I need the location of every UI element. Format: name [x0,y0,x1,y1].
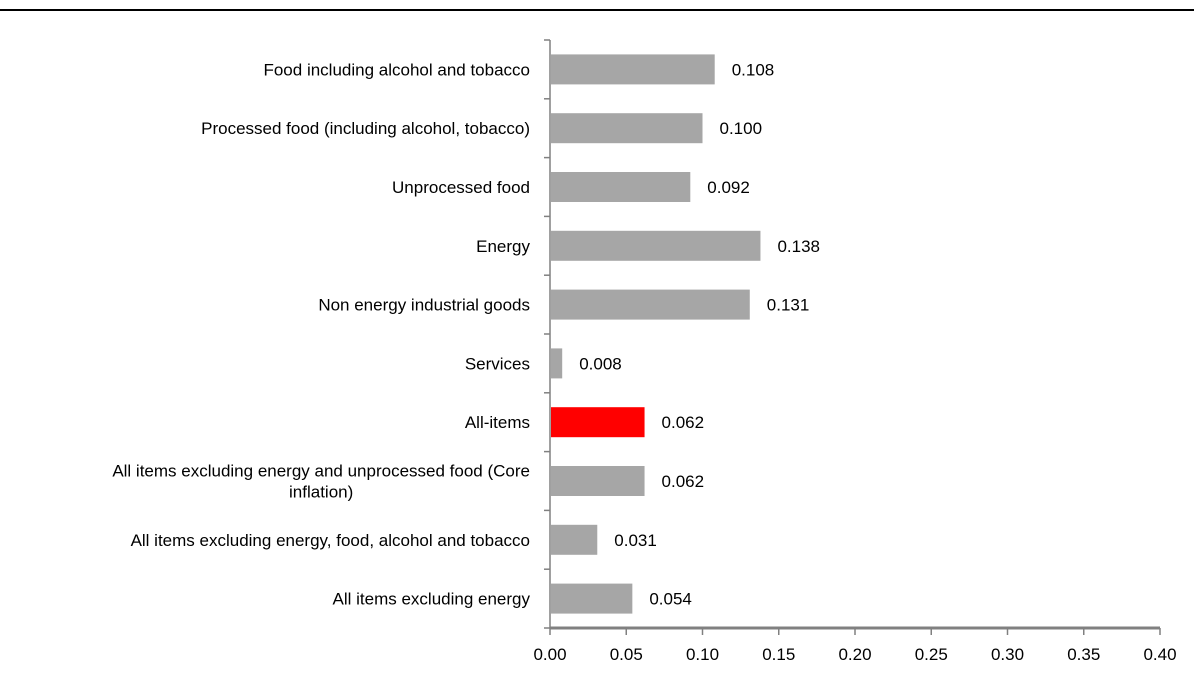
category-label: Unprocessed food [392,178,530,197]
x-tick-label: 0.15 [762,645,795,664]
bar [551,524,598,555]
x-tick-label: 0.10 [686,645,719,664]
category-label-line: All items excluding energy and unprocess… [112,462,530,481]
bar-highlight [551,407,645,438]
bar-value-label: 0.054 [649,590,692,609]
category-label: All items excluding energy and unprocess… [112,462,530,502]
bar [551,466,645,496]
bar-value-label: 0.008 [579,354,622,373]
x-tick-label: 0.35 [1067,645,1100,664]
x-tick-label: 0.30 [991,645,1024,664]
bar [551,113,703,144]
bar-value-label: 0.108 [732,60,775,79]
bar [551,172,691,202]
category-label: Non energy industrial goods [318,296,530,315]
bar-value-label: 0.092 [707,178,750,197]
bar-value-label: 0.031 [614,531,657,550]
bars [551,54,761,614]
category-label: Food including alcohol and tobacco [263,60,530,79]
category-label: Processed food (including alcohol, tobac… [201,119,530,138]
bar [551,54,715,85]
category-label: Energy [476,237,530,256]
category-label: All items excluding energy [333,590,531,609]
bar [551,583,633,614]
bar-value-label: 0.062 [662,413,705,432]
x-tick-label: 0.05 [610,645,643,664]
category-label: Services [465,354,530,373]
bar-value-label: 0.100 [720,119,763,138]
category-label-line: inflation) [289,483,353,502]
category-label: All items excluding energy, food, alcoho… [131,531,530,550]
labels: 0.108 Food including alcohol and tobacco 0… [112,60,820,608]
category-label: All-items [465,413,530,432]
axes: 0.00 0.05 0.10 0.15 0.20 0.25 0.30 0.35 0.40 [533,39,1177,664]
x-tick-label: 0.20 [838,645,871,664]
bar-value-label: 0.131 [767,296,810,315]
bar [551,289,750,320]
bar [551,230,761,261]
bar-value-label: 0.062 [662,472,705,491]
x-tick-label: 0.00 [533,645,566,664]
bar-value-label: 0.138 [777,237,820,256]
top-rule [0,9,1194,11]
x-tick-label: 0.40 [1143,645,1176,664]
x-tick-label: 0.25 [915,645,948,664]
bar [551,348,563,379]
